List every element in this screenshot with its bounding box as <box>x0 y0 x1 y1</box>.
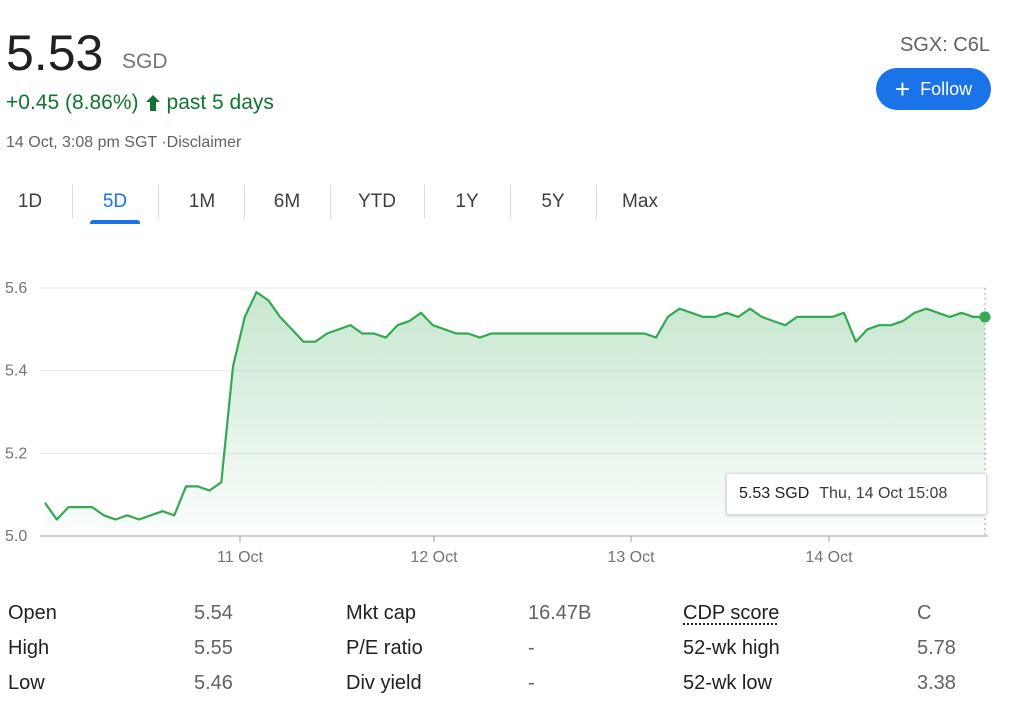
tab-divider <box>330 185 331 219</box>
stat-value-52wk-high: 5.78 <box>917 637 956 659</box>
stat-value-mkt-cap: 16.47B <box>528 602 592 624</box>
y-tick-label: 5.6 <box>5 280 27 297</box>
tab-divider <box>244 185 245 219</box>
stats-row: High 5.55 P/E ratio - 52-wk high 5.78 <box>0 637 1024 671</box>
plus-icon: + <box>894 74 911 104</box>
tab-max[interactable]: Max <box>622 191 658 212</box>
stat-label-div-yield: Div yield <box>346 672 422 694</box>
currency-label: SGD <box>122 50 168 73</box>
price-change: +0.45 (8.86%) past 5 days <box>6 91 274 115</box>
follow-label: Follow <box>920 78 973 99</box>
stats-row: Open 5.54 Mkt cap 16.47B CDP score C <box>0 602 1024 636</box>
stat-value-52wk-low: 3.38 <box>917 672 956 694</box>
tab-divider <box>158 185 159 219</box>
tab-1d[interactable]: 1D <box>17 191 43 212</box>
tab-5d[interactable]: 5D <box>102 191 128 212</box>
y-tick-label: 5.4 <box>5 363 27 380</box>
stat-label-cdp-score[interactable]: CDP score <box>683 602 780 624</box>
active-tab-indicator <box>90 220 140 224</box>
price-chart[interactable]: 5.6 5.4 5.2 5.0 11 Oct 12 Oct 13 Oct 14 Oct <box>0 250 1024 580</box>
stat-label-mkt-cap: Mkt cap <box>346 602 417 624</box>
stat-label-open: Open <box>8 602 57 624</box>
x-tick-label: 14 Oct <box>805 549 853 566</box>
current-price: 5.53 <box>6 25 104 81</box>
tab-divider <box>72 185 73 219</box>
tab-5y[interactable]: 5Y <box>541 191 565 212</box>
follow-button[interactable]: + Follow <box>876 68 991 110</box>
stat-value-pe-ratio: - <box>528 637 535 659</box>
change-period: past 5 days <box>166 91 274 114</box>
tab-divider <box>510 185 511 219</box>
change-amount: +0.45 (8.86%) <box>6 91 139 114</box>
tab-6m[interactable]: 6M <box>273 191 301 212</box>
ticker-symbol: SGX: C6L <box>899 34 990 56</box>
stat-label-pe-ratio: P/E ratio <box>346 637 423 659</box>
stat-value-open: 5.54 <box>194 602 233 624</box>
tab-1y[interactable]: 1Y <box>455 191 479 212</box>
stat-value-div-yield: - <box>528 672 535 694</box>
stats-row: Low 5.46 Div yield - 52-wk low 3.38 <box>0 672 1024 706</box>
tab-ytd[interactable]: YTD <box>358 191 396 212</box>
tooltip-value: 5.53 SGD <box>739 485 810 502</box>
tab-divider <box>424 185 425 219</box>
tooltip-date: Thu, 14 Oct 15:08 <box>819 485 948 502</box>
tab-divider <box>596 185 597 219</box>
chart-tooltip: 5.53 SGD Thu, 14 Oct 15:08 <box>726 473 987 515</box>
stat-value-high: 5.55 <box>194 637 233 659</box>
price-chart-svg: 5.6 5.4 5.2 5.0 11 Oct 12 Oct 13 Oct 14 Oct <box>5 280 991 566</box>
price-line <box>44 291 985 521</box>
x-tick-label: 11 Oct <box>217 549 264 566</box>
y-tick-label: 5.2 <box>5 445 27 462</box>
current-price-marker <box>979 311 991 323</box>
arrow-up-icon <box>145 94 161 112</box>
x-tick-label: 12 Oct <box>410 549 458 566</box>
stat-value-low: 5.46 <box>194 672 233 694</box>
tab-1m[interactable]: 1M <box>188 191 216 212</box>
quote-timestamp[interactable]: 14 Oct, 3:08 pm SGT ·Disclaimer <box>6 134 242 151</box>
stat-value-cdp-score: C <box>917 602 932 624</box>
stat-label-high: High <box>8 637 50 659</box>
y-tick-label: 5.0 <box>5 528 27 545</box>
stat-label-low: Low <box>8 672 45 694</box>
stat-label-52wk-low: 52-wk low <box>683 672 772 694</box>
x-tick-label: 13 Oct <box>607 549 655 566</box>
stat-label-52wk-high: 52-wk high <box>683 637 780 659</box>
